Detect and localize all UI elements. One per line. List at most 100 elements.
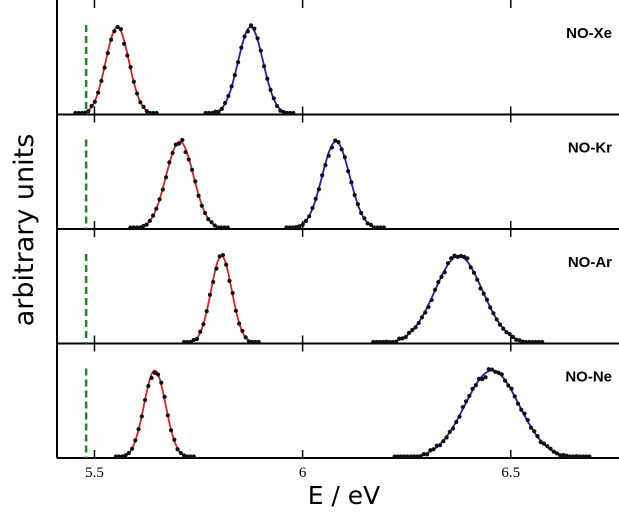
data-point <box>194 336 200 342</box>
data-point <box>206 110 211 116</box>
data-point <box>548 446 553 451</box>
data-point <box>444 435 449 440</box>
data-point <box>271 96 276 101</box>
data-point <box>432 287 438 292</box>
data-point <box>230 290 235 296</box>
data-point <box>316 187 322 192</box>
data-point <box>131 79 136 84</box>
data-point <box>535 434 540 439</box>
data-point <box>403 334 408 340</box>
data-point <box>483 375 488 380</box>
data-point <box>199 203 204 208</box>
data-point <box>206 216 211 222</box>
data-point <box>226 93 231 99</box>
data-point <box>123 453 128 458</box>
data-point <box>326 153 331 158</box>
data-point <box>460 404 465 410</box>
data-point <box>355 202 360 207</box>
data-point <box>198 329 203 334</box>
data-point <box>499 372 504 377</box>
data-point <box>470 386 475 391</box>
data-point <box>342 155 348 160</box>
data-point <box>173 142 178 147</box>
data-point <box>155 372 161 377</box>
data-point <box>181 453 187 458</box>
data-point <box>181 339 187 345</box>
data-point <box>284 110 289 116</box>
data-point <box>336 139 341 145</box>
data-point <box>141 104 146 109</box>
data-point <box>210 110 215 116</box>
data-point <box>506 383 511 388</box>
data-point <box>139 414 144 419</box>
data-point <box>533 339 538 345</box>
data-point <box>455 254 460 259</box>
data-point <box>219 106 224 111</box>
data-point <box>297 224 302 229</box>
data-point <box>577 454 582 459</box>
data-point <box>431 447 436 452</box>
data-point <box>454 419 459 425</box>
data-point <box>146 383 151 389</box>
data-point <box>514 337 519 342</box>
data-point <box>587 454 592 459</box>
data-point <box>545 443 550 449</box>
data-point <box>274 103 280 109</box>
data-point <box>284 225 289 230</box>
plot-area: NO-Xe NO-Kr NO-Ar NO-Ne 5.5 6 6.5 <box>56 0 619 481</box>
data-point <box>530 339 535 345</box>
data-point <box>175 447 180 452</box>
data-point <box>365 221 370 226</box>
data-point <box>144 109 149 114</box>
data-point <box>402 454 407 459</box>
data-point <box>186 157 191 162</box>
data-point <box>252 26 257 31</box>
data-point <box>408 454 413 459</box>
data-point <box>185 454 190 459</box>
data-point <box>450 426 456 431</box>
data-point <box>380 339 386 345</box>
data-point <box>172 437 177 442</box>
data-point <box>362 216 367 221</box>
data-point <box>105 51 110 56</box>
data-point <box>381 225 386 230</box>
data-point <box>109 37 114 42</box>
data-point <box>507 331 512 337</box>
data-point <box>368 222 373 228</box>
data-point <box>374 339 379 345</box>
data-point <box>255 36 260 41</box>
data-point <box>135 91 140 96</box>
data-point <box>519 407 524 412</box>
data-point <box>418 454 423 459</box>
data-point <box>413 325 418 330</box>
data-point <box>117 454 122 459</box>
data-point <box>442 270 447 275</box>
data-point <box>359 210 364 216</box>
data-point <box>429 297 434 303</box>
data-point <box>113 454 118 459</box>
data-point <box>421 452 426 457</box>
data-point <box>558 453 563 458</box>
data-point <box>520 339 525 344</box>
data-point <box>494 317 499 322</box>
data-point <box>287 110 293 116</box>
data-point <box>300 222 305 227</box>
data-point <box>225 225 230 230</box>
data-point <box>170 150 175 156</box>
data-point <box>86 109 91 114</box>
data-point <box>491 311 496 316</box>
data-point <box>465 256 470 261</box>
data-point <box>160 187 165 192</box>
data-point <box>564 453 569 458</box>
data-point <box>201 322 206 327</box>
data-point <box>102 65 107 70</box>
data-point <box>441 439 446 444</box>
panel-label: NO-Xe <box>566 25 612 42</box>
x-tick-label: 6.5 <box>501 465 520 481</box>
data-point <box>476 376 482 381</box>
data-point <box>567 454 573 459</box>
data-point <box>125 53 130 58</box>
data-point <box>278 108 283 113</box>
data-point <box>551 449 556 454</box>
data-point <box>419 315 425 320</box>
